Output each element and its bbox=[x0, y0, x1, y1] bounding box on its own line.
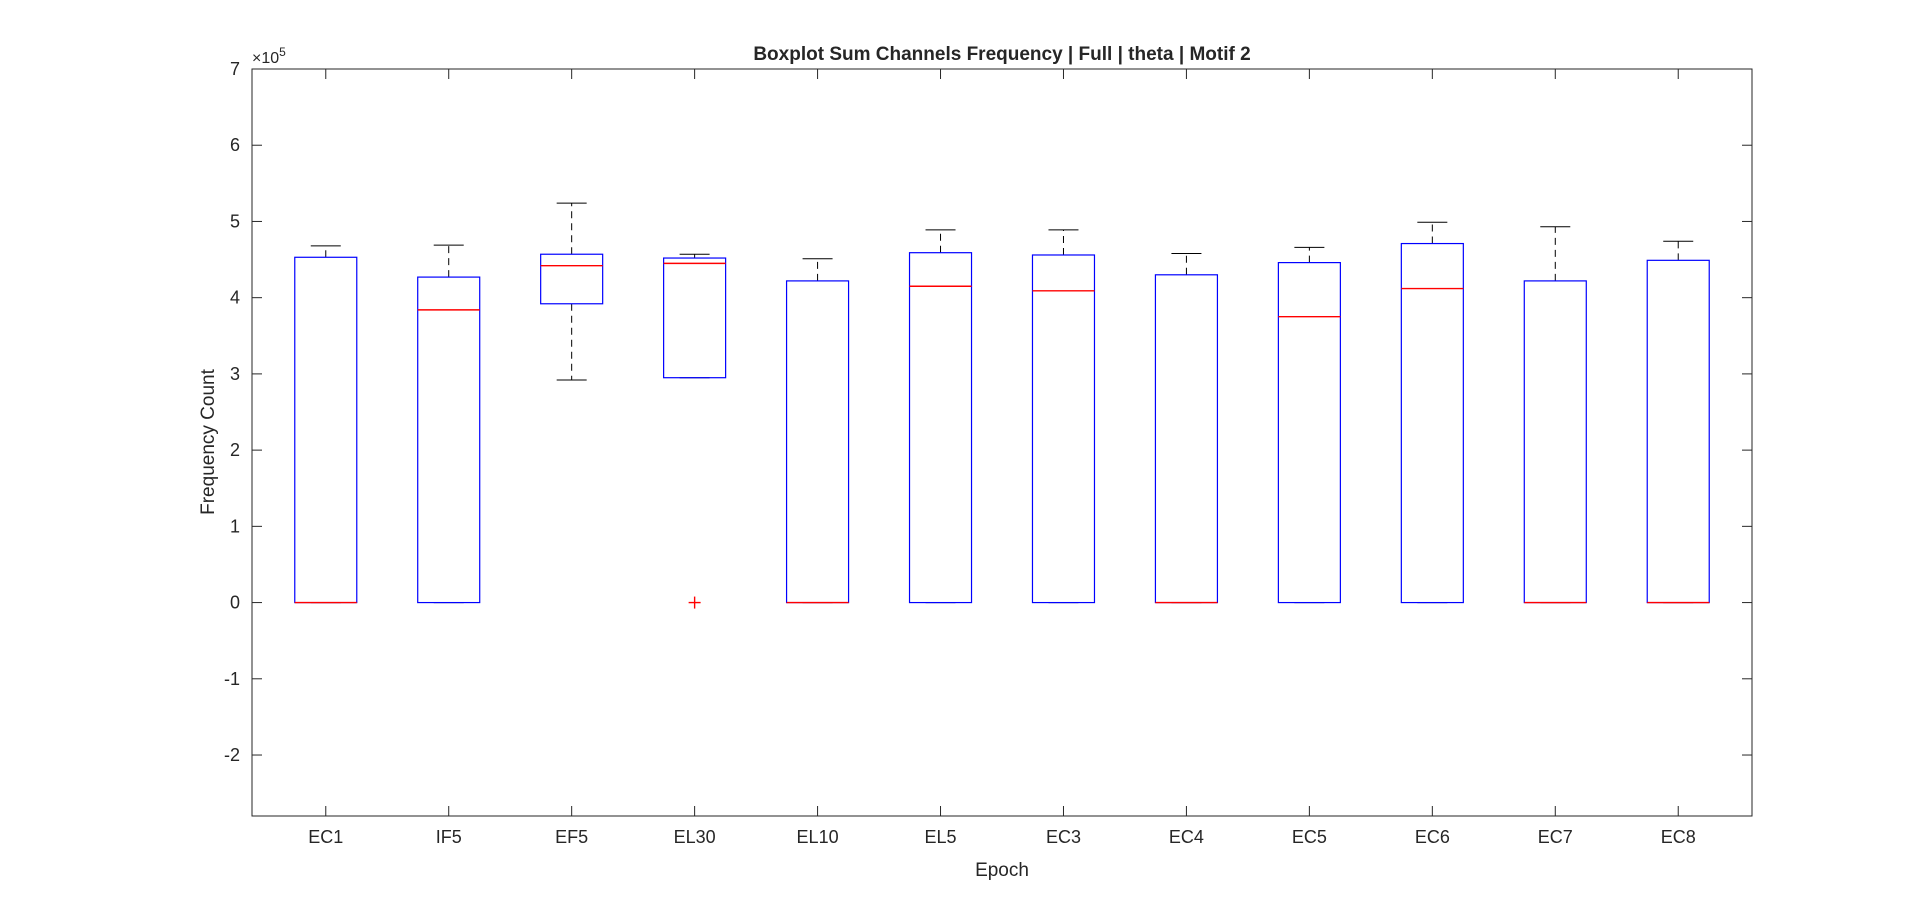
box-iqr bbox=[1031, 254, 1096, 604]
y-exponent-power: 5 bbox=[279, 45, 286, 59]
y-tick-label: 1 bbox=[230, 516, 240, 536]
box-iqr bbox=[1154, 274, 1219, 604]
x-tick-label: EC5 bbox=[1292, 827, 1327, 847]
y-tick-label: 7 bbox=[230, 59, 240, 79]
box-iqr bbox=[1400, 242, 1464, 604]
chart-title: Boxplot Sum Channels Frequency | Full | … bbox=[753, 44, 1250, 65]
y-tick-label: 6 bbox=[230, 135, 240, 155]
y-tick-label: -2 bbox=[224, 745, 240, 765]
y-tick-label: 2 bbox=[230, 440, 240, 460]
box-iqr bbox=[1646, 259, 1710, 604]
x-tick-label: EC8 bbox=[1661, 827, 1696, 847]
box-group bbox=[1646, 240, 1710, 604]
ticks: -2 -1 0 1 2 3 4 5 6 7 EC1 IF5 EF5 EL30 EL10 EL5 EC3 EC4 EC… bbox=[224, 59, 1752, 847]
box-iqr bbox=[1523, 280, 1587, 604]
y-tick-label: 4 bbox=[230, 288, 240, 308]
box-iqr bbox=[540, 253, 604, 305]
y-exponent-label: ×105 bbox=[252, 45, 286, 67]
x-tick-label: EL10 bbox=[797, 827, 839, 847]
y-tick-label: 3 bbox=[230, 364, 240, 384]
box-iqr bbox=[663, 257, 727, 379]
box-iqr bbox=[785, 280, 850, 604]
y-tick-label: 5 bbox=[230, 211, 240, 231]
x-tick-label: EC7 bbox=[1538, 827, 1573, 847]
x-tick-label: EC1 bbox=[308, 827, 343, 847]
box-iqr bbox=[1277, 262, 1341, 604]
box-group bbox=[1523, 226, 1587, 604]
y-exponent-base: ×10 bbox=[252, 50, 279, 67]
box-group bbox=[540, 202, 604, 381]
box-group bbox=[1277, 246, 1341, 604]
x-tick-label: EF5 bbox=[555, 827, 588, 847]
x-axis-label: Epoch bbox=[975, 860, 1029, 881]
y-axis-label: Frequency Count bbox=[198, 368, 219, 514]
x-tick-label: EL5 bbox=[925, 827, 957, 847]
axes-frame bbox=[251, 68, 1753, 817]
outlier-marker bbox=[688, 596, 701, 609]
box-iqr bbox=[417, 276, 481, 604]
box-iqr bbox=[294, 256, 358, 604]
box-group bbox=[1154, 252, 1219, 604]
y-tick-label: -1 bbox=[224, 669, 240, 689]
box-group bbox=[1031, 229, 1096, 604]
x-tick-label: EC6 bbox=[1415, 827, 1450, 847]
axes bbox=[251, 68, 1753, 817]
box-iqr bbox=[908, 252, 973, 604]
box-group bbox=[1400, 221, 1464, 604]
box-group bbox=[417, 244, 481, 604]
x-tick-label: IF5 bbox=[436, 827, 462, 847]
plot-area bbox=[294, 202, 1710, 609]
x-tick-label: EL30 bbox=[674, 827, 716, 847]
box-group bbox=[663, 253, 727, 609]
box-group bbox=[908, 229, 973, 604]
y-tick-label: 0 bbox=[230, 593, 240, 613]
box-group bbox=[785, 258, 850, 604]
x-tick-label: EC3 bbox=[1046, 827, 1081, 847]
x-tick-label: EC4 bbox=[1169, 827, 1204, 847]
box-group bbox=[294, 245, 358, 604]
